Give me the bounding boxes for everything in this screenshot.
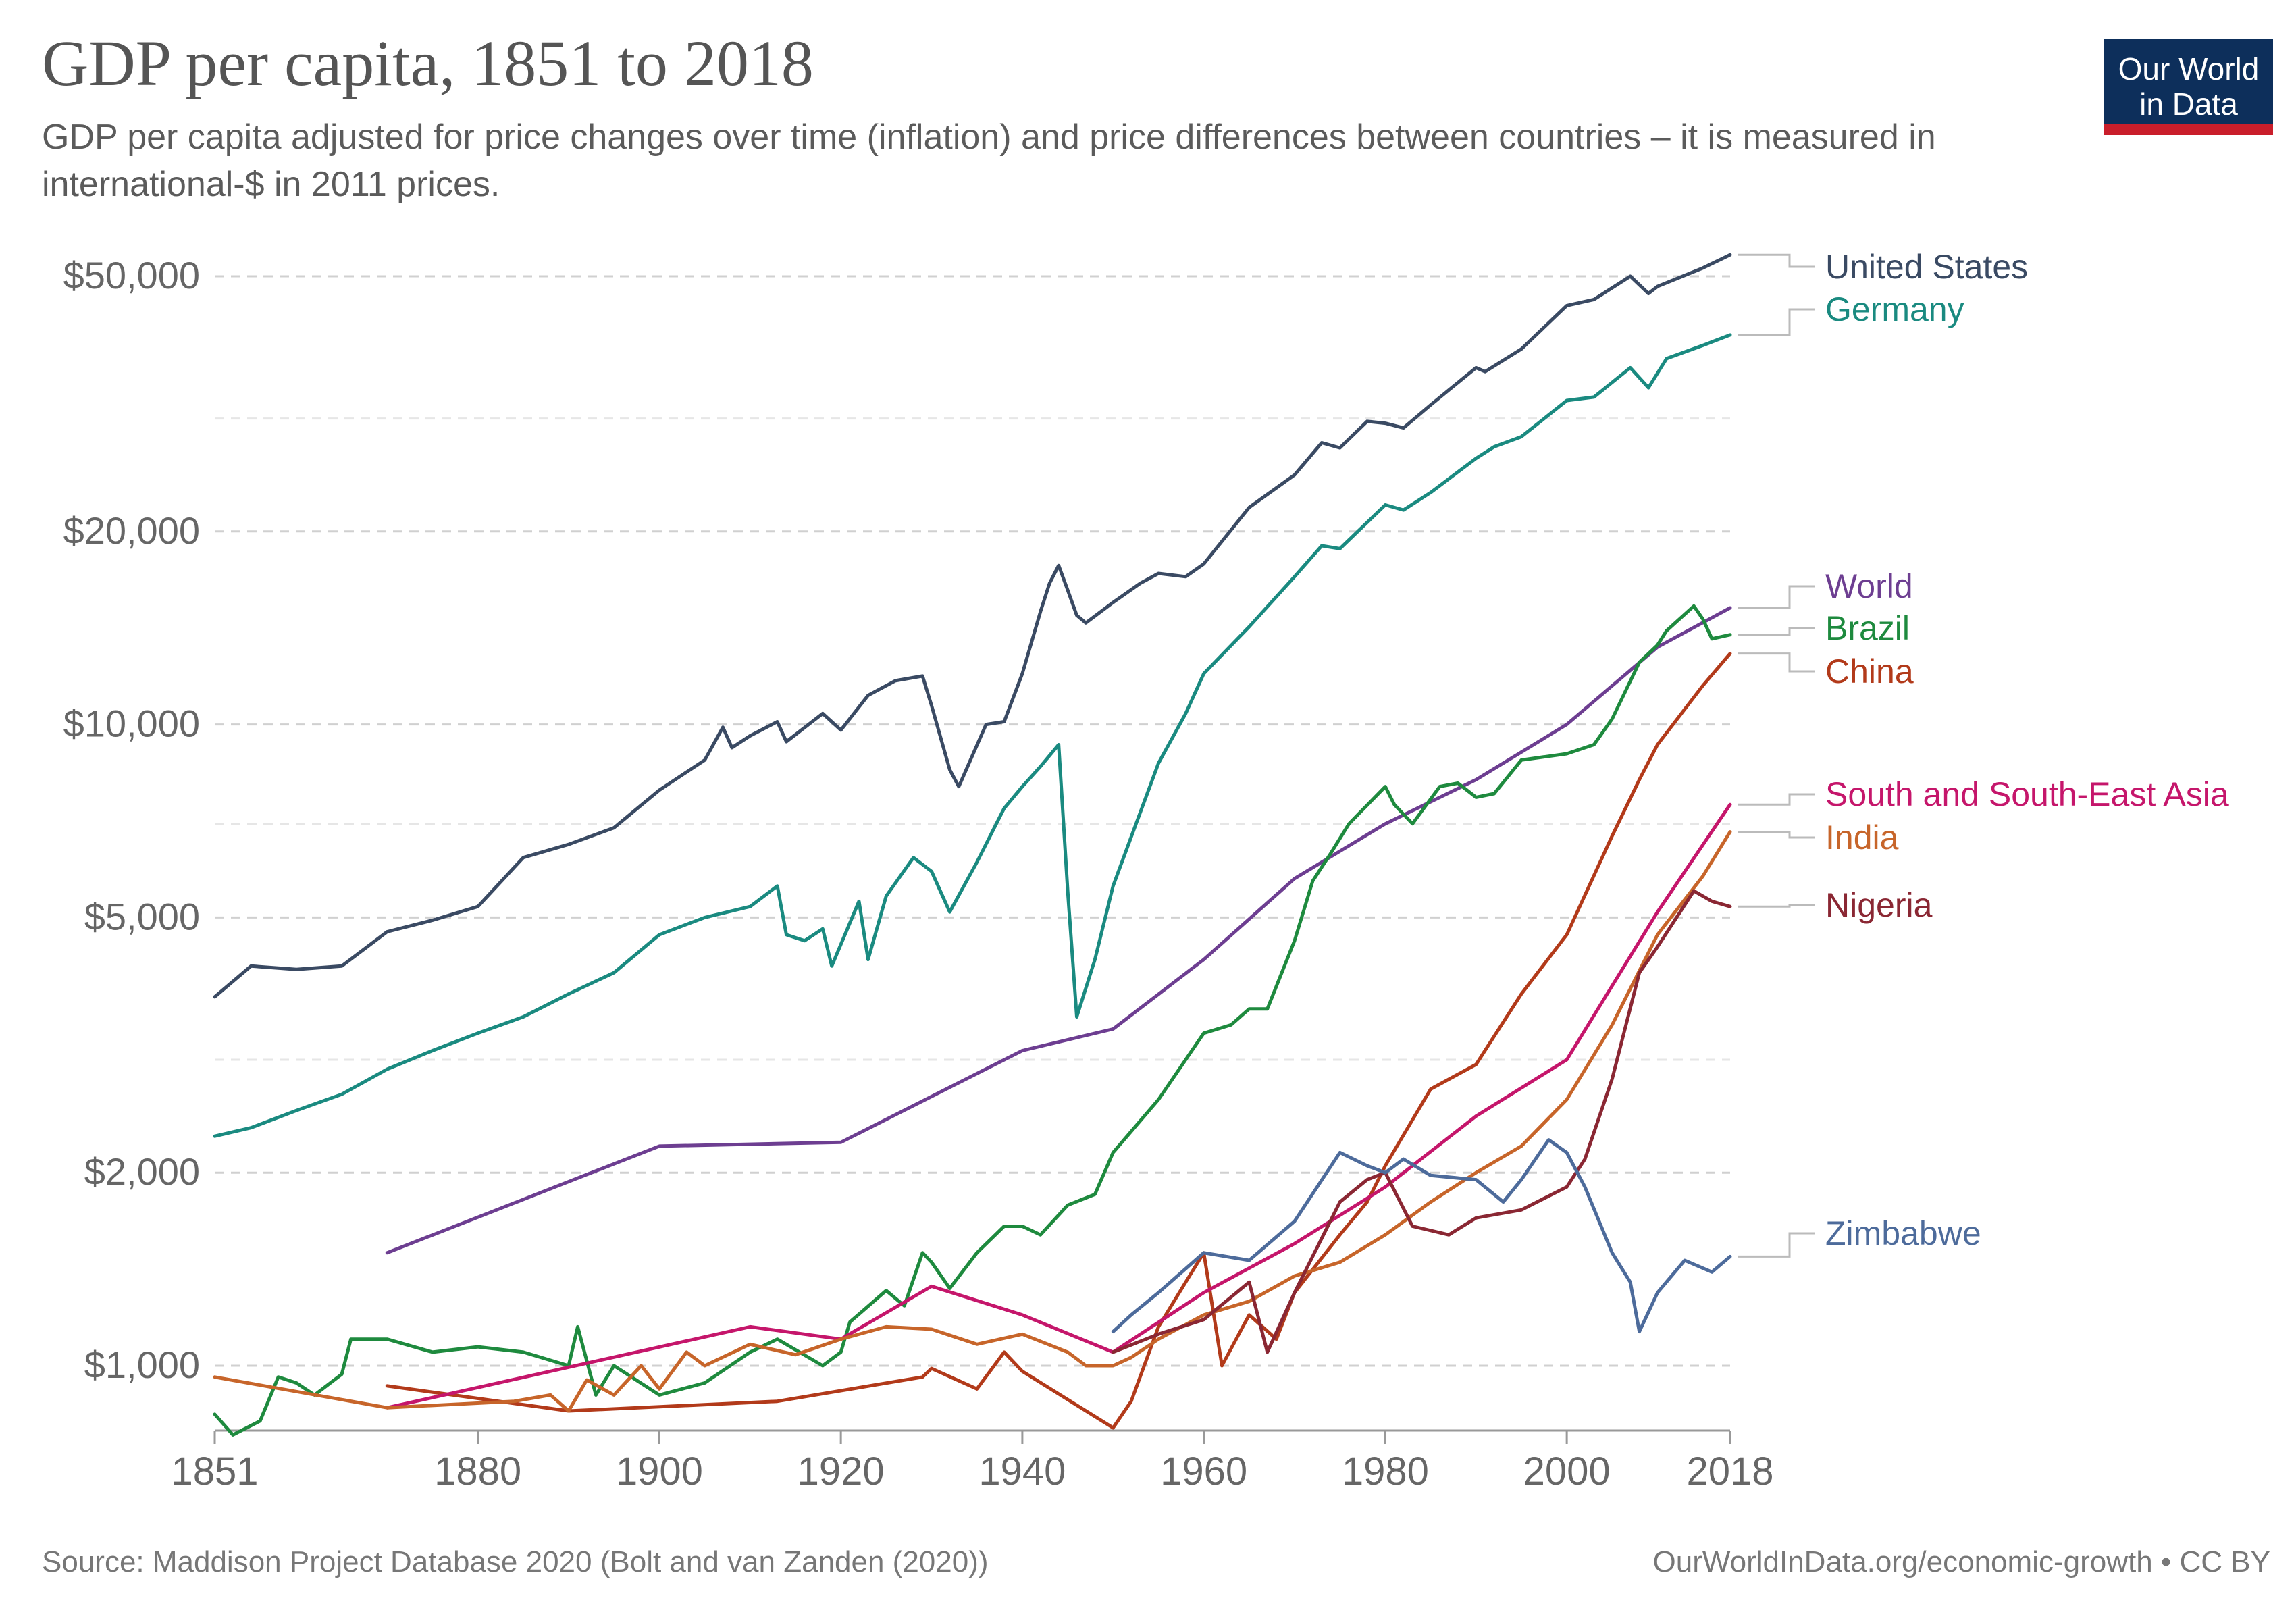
series-label: World (1825, 567, 1913, 605)
x-tick-label: 2000 (1523, 1449, 1611, 1493)
label-connector (1738, 308, 1815, 336)
x-tick-label: 2018 (1686, 1449, 1773, 1493)
label-connector (1738, 627, 1815, 636)
y-tick-label: $10,000 (63, 702, 200, 745)
source-link[interactable]: OurWorldInData.org/economic-growth • CC … (1652, 1545, 2270, 1578)
series-label: United States (1825, 248, 2028, 286)
label-connector (1738, 831, 1815, 839)
label-connector (1738, 652, 1815, 673)
label-connector (1738, 1232, 1815, 1258)
x-tick-label: 1960 (1160, 1449, 1247, 1493)
series-label: Brazil (1825, 609, 1910, 647)
y-tick-label: $1,000 (84, 1343, 200, 1386)
series-label: India (1825, 819, 1899, 856)
series-label: China (1825, 652, 1914, 690)
y-tick-label: $2,000 (84, 1150, 200, 1193)
y-tick-label: $5,000 (84, 895, 200, 937)
series-label: Nigeria (1825, 886, 1933, 924)
series-label: Zimbabwe (1825, 1214, 1981, 1252)
series-line-world (385, 606, 1732, 1255)
series-line-south-and-south-east-asia (385, 802, 1732, 1410)
logo-line-2: in Data (2139, 86, 2238, 122)
chart-subtitle: GDP per capita adjusted for price change… (42, 118, 1936, 204)
series-label: Germany (1825, 290, 1964, 328)
label-connector (1738, 585, 1815, 609)
y-tick-label: $20,000 (63, 509, 200, 552)
series-line-united-states (213, 253, 1732, 999)
owid-logo[interactable]: Our World in Data (2104, 39, 2273, 135)
x-axis: 1851 1880 1900 1920 1940 1960 1980 2000 2018 (171, 1429, 1774, 1493)
series-line-zimbabwe (1111, 1138, 1732, 1334)
x-tick-label: 1880 (434, 1449, 521, 1493)
x-tick-label: 1900 (616, 1449, 703, 1493)
source-note: Source: Maddison Project Database 2020 (… (42, 1545, 989, 1578)
label-connector (1738, 253, 1815, 268)
label-connector (1738, 793, 1815, 806)
y-axis-tick-labels: $1,000 $2,000 $5,000 $10,000 $20,000 $50,000 (63, 254, 200, 1386)
chart-title: GDP per capita, 1851 to 2018 (42, 27, 814, 99)
series-line-india (213, 830, 1732, 1413)
logo-line-1: Our World (2118, 51, 2260, 86)
series-lines (213, 253, 1732, 1437)
label-connector (1738, 904, 1815, 908)
x-tick-label: 1980 (1342, 1449, 1429, 1493)
series-line-nigeria (1111, 889, 1732, 1354)
series-labels: United States Germany World Brazil China Sout… (1738, 248, 2229, 1258)
grid-lines (215, 275, 1730, 1367)
series-line-china (385, 652, 1732, 1430)
x-tick-label: 1940 (979, 1449, 1066, 1493)
x-tick-label: 1920 (798, 1449, 885, 1493)
series-label: South and South-East Asia (1825, 775, 2229, 813)
logo-accent-bar (2104, 124, 2273, 135)
series-line-germany (213, 333, 1732, 1138)
y-tick-label: $50,000 (63, 254, 200, 297)
series-line-brazil (213, 604, 1732, 1437)
x-tick-label: 1851 (171, 1449, 258, 1493)
